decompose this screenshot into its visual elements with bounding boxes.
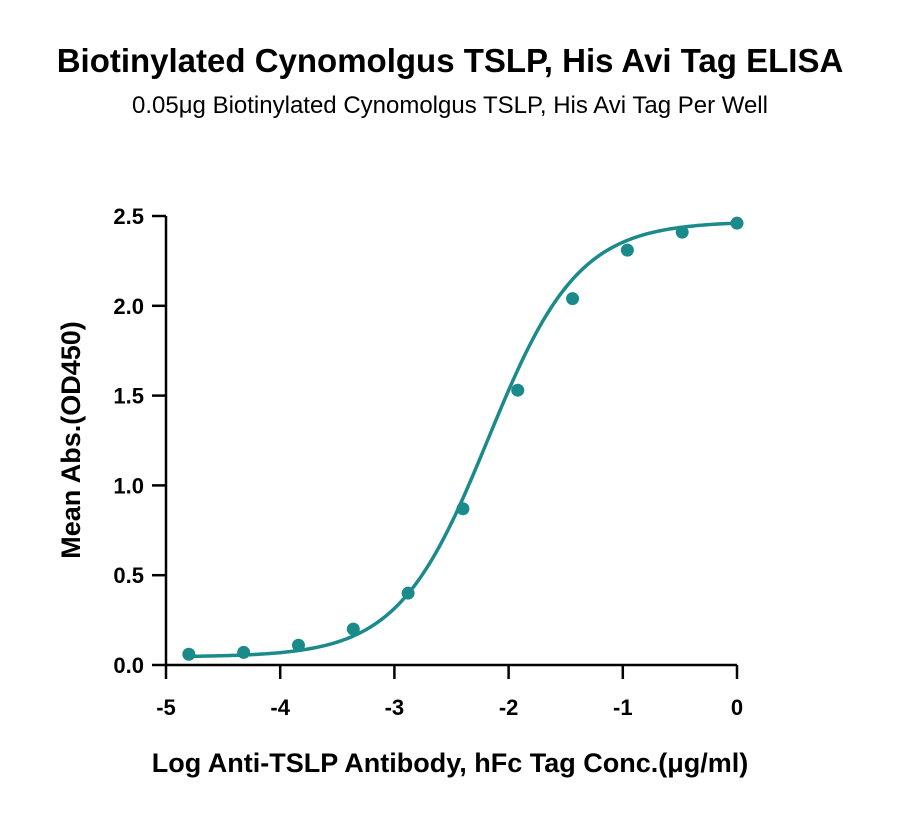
- y-axis-label: Mean Abs.(OD450): [56, 321, 86, 559]
- data-point: [237, 645, 251, 659]
- data-point: [511, 383, 525, 397]
- y-tick-label: 2.0: [113, 294, 144, 319]
- axes: [164, 216, 737, 667]
- x-tick-label: -1: [613, 695, 633, 720]
- x-tick-label: -4: [270, 695, 290, 720]
- x-axis-label: Log Anti-TSLP Antibody, hFc Tag Conc.(μg…: [152, 748, 748, 778]
- data-point: [456, 502, 470, 516]
- data-point: [675, 225, 689, 239]
- data-point: [291, 638, 305, 652]
- y-tick-label: 1.0: [113, 473, 144, 498]
- plot-area: [182, 216, 744, 661]
- x-tick-label: -3: [385, 695, 405, 720]
- data-point: [182, 647, 196, 661]
- x-tick-label: -5: [156, 695, 176, 720]
- data-point: [346, 622, 360, 636]
- y-tick-label: 0.0: [113, 653, 144, 678]
- y-axis-ticks: 0.0 0.5 1.0 1.5 2.0 2.5: [113, 204, 166, 678]
- y-tick-label: 2.5: [113, 204, 144, 229]
- x-tick-label: -2: [499, 695, 519, 720]
- data-point: [730, 216, 744, 230]
- y-tick-label: 0.5: [113, 563, 144, 588]
- y-tick-label: 1.5: [113, 384, 144, 409]
- data-point: [620, 243, 634, 257]
- x-tick-label: 0: [731, 695, 743, 720]
- chart-subtitle: 0.05μg Biotinylated Cynomolgus TSLP, His…: [132, 92, 768, 119]
- fit-curve: [187, 221, 739, 659]
- chart-title: Biotinylated Cynomolgus TSLP, His Avi Ta…: [57, 42, 844, 79]
- data-point: [566, 292, 580, 306]
- x-axis-ticks: -5 -4 -3 -2 -1 0: [156, 665, 743, 720]
- data-point: [401, 586, 415, 600]
